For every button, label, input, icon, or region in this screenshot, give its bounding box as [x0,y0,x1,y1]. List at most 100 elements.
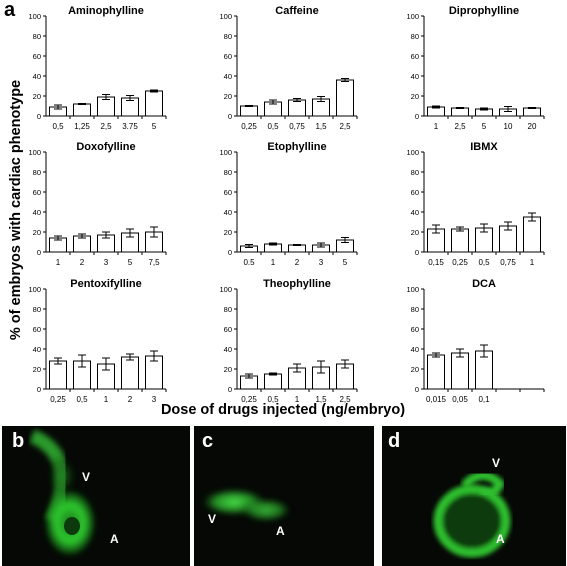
x-tick-label: 10 [504,122,513,131]
ventricle-label-c: V [208,512,217,526]
x-tick-label: 3 [104,258,109,267]
y-tick-label: 40 [411,72,419,81]
atrium-label-c: A [276,524,285,538]
y-tick-label: 0 [228,248,232,257]
y-tick-label: 0 [37,385,41,394]
x-tick-label: 2,5 [339,395,351,404]
y-tick-label: 80 [224,32,232,41]
bar [288,99,306,117]
x-tick-label: 0,015 [426,395,447,404]
heart-fluorescence-b [29,429,96,557]
ventricle-label-b: V [82,470,91,484]
y-tick-label: 60 [33,52,41,61]
y-tick-label: 100 [219,12,232,21]
heart-fluorescence-d [433,471,511,558]
y-tick-label: 0 [37,112,41,121]
bar [240,105,258,117]
bar [523,107,541,117]
x-tick-label: 3.75 [122,122,138,131]
x-tick-label: 0,1 [478,395,490,404]
y-tick-label: 60 [33,188,41,197]
y-tick-label: 40 [224,208,232,217]
x-tick-label: 0,5 [478,258,490,267]
x-tick-label: 2 [295,258,300,267]
bar [451,352,469,390]
bar [145,90,163,117]
chart-7: Theophylline 0 20 40 60 80 100 0,25 0,5 1 1,5 2,5 [219,278,358,404]
y-tick-label: 40 [33,208,41,217]
y-tick-label: 80 [224,168,232,177]
y-tick-label: 20 [224,365,232,374]
x-tick-label: 0,5 [267,122,279,131]
chart-2: Diprophylline 0 20 40 60 80 100 1 2,5 5 10 20 [406,5,545,131]
y-tick-label: 100 [406,285,419,294]
chart-title: Theophylline [263,278,331,290]
y-tick-label: 0 [415,385,419,394]
x-tick-label: 2 [80,258,85,267]
y-tick-label: 40 [224,345,232,354]
y-tick-label: 20 [411,365,419,374]
y-tick-label: 20 [33,92,41,101]
x-tick-label: 1 [56,258,61,267]
y-tick-label: 80 [33,32,41,41]
x-axis-label: Dose of drugs injected (ng/embryo) [161,402,405,418]
y-tick-label: 20 [224,92,232,101]
x-tick-label: 0,75 [289,122,305,131]
chart-title: Caffeine [275,5,318,17]
y-tick-label: 60 [224,325,232,334]
x-tick-label: 0,05 [452,395,468,404]
y-tick-label: 80 [224,305,232,314]
y-tick-label: 60 [33,325,41,334]
x-tick-label: 2,5 [454,122,466,131]
x-tick-label: 3 [319,258,324,267]
y-tick-label: 100 [406,148,419,157]
y-tick-label: 0 [228,112,232,121]
y-tick-label: 100 [219,148,232,157]
y-tick-label: 60 [224,52,232,61]
chart-8: DCA 0 20 40 60 80 100 0,015 0,05 0,1 [406,278,545,404]
panel-a-letter: a [4,0,16,21]
y-tick-label: 80 [33,168,41,177]
x-tick-label: 2 [128,395,133,404]
y-tick-label: 20 [33,228,41,237]
x-tick-label: 1 [530,258,535,267]
bar [288,244,306,253]
x-tick-label: 0,15 [428,258,444,267]
chart-title: Diprophylline [449,5,519,17]
chart-title: IBMX [470,141,498,153]
x-tick-label: 1 [104,395,109,404]
micrograph-c: c V A [194,426,374,566]
chart-title: Aminophylline [68,5,144,17]
x-tick-label: 0,75 [500,258,516,267]
y-tick-label: 0 [228,385,232,394]
y-tick-label: 100 [28,285,41,294]
x-tick-label: 3 [152,395,157,404]
x-tick-label: 0,25 [50,395,66,404]
y-tick-label: 0 [37,248,41,257]
chart-title: DCA [472,278,496,290]
micrograph-b: b V A [2,426,190,566]
y-tick-label: 60 [411,188,419,197]
chart-6: Pentoxifylline 0 20 40 60 80 100 0,25 0,5 1 2 3 [28,278,167,404]
bar [451,228,469,253]
y-tick-label: 40 [33,72,41,81]
y-tick-label: 60 [411,325,419,334]
bar [427,354,445,390]
x-tick-label: 0.5 [243,258,255,267]
bar-chart-grid: % of embryos with cardiac phenotype Dose… [8,5,545,418]
bar [49,360,67,390]
micrograph-d: d V A [382,426,566,566]
y-tick-label: 100 [219,285,232,294]
y-tick-label: 0 [415,248,419,257]
atrium-label-b: A [110,532,119,546]
y-axis-label: % of embryos with cardiac phenotype [8,80,24,340]
chart-3: Doxofylline 0 20 40 60 80 100 1 2 3 5 7,5 [28,141,167,267]
x-tick-label: 1 [295,395,300,404]
y-tick-label: 20 [33,365,41,374]
bar [264,373,282,390]
chart-5: IBMX 0 20 40 60 80 100 0,15 0,25 0,5 0,75 1 [406,141,545,267]
chart-title: Pentoxifylline [70,278,142,290]
x-tick-label: 1 [434,122,439,131]
heart-fluorescence-c [200,488,292,522]
panel-b-letter: b [12,430,25,452]
